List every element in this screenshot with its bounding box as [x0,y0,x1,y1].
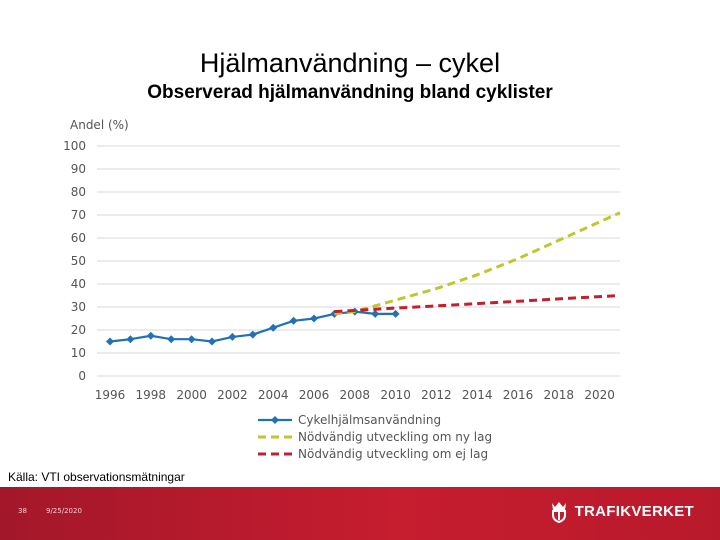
x-tick-label: 2008 [340,388,371,402]
x-tick-label: 1998 [136,388,167,402]
data-point [391,309,400,318]
slide-title: Hjälmanvändning – cykel [199,48,501,78]
y-tick-label: 80 [71,185,86,199]
x-tick-label: 2014 [462,388,493,402]
legend-label-1: Nödvändig utveckling om ny lag [298,430,492,444]
x-tick-label: 2004 [258,388,289,402]
x-tick-label: 2016 [503,388,534,402]
data-point [371,309,380,318]
y-tick-label: 20 [71,323,86,337]
legend-marker-0 [271,416,279,424]
page-number: 38 [18,507,27,515]
data-point [208,337,216,346]
series-line-2 [334,294,621,314]
slide-subtitle: Observerad hjälmanvändning bland cyklist… [147,82,553,103]
data-point [269,323,278,332]
x-tick-label: 2020 [584,388,615,402]
data-point [146,331,155,340]
y-tick-label: 10 [71,346,86,360]
data-point [228,332,237,341]
series-line-1 [334,211,621,316]
crown-shield-icon [551,502,566,523]
y-tick-label: 30 [71,300,86,314]
legend-label-0: Cykelhjälmsanvändning [298,413,441,427]
legend-label-2: Nödvändig utveckling om ej lag [298,447,488,461]
data-point [248,330,257,339]
data-point [106,337,114,346]
x-tick-label: 2010 [380,388,411,402]
x-tick-label: 2018 [544,388,575,402]
y-tick-label: 70 [71,208,86,222]
y-tick-label: 100 [63,139,86,153]
footer-band: 38 9/25/2020 TRAFIKVERKET [0,487,720,540]
brand-name: TRAFIKVERKET [574,502,694,520]
y-tick-label: 40 [71,277,86,291]
y-axis-title: Andel (%) [70,118,129,132]
line-chart: Andel (%) 0 10 20 30 40 50 60 70 80 90 100 1996 1998 2… [63,118,621,461]
data-point [289,316,298,325]
x-tick-label: 2000 [176,388,207,402]
x-tick-label: 2012 [421,388,452,402]
x-tick-label: 1996 [95,388,126,402]
footer-date: 9/25/2020 [46,507,82,515]
brand-logo: TRAFIKVERKET [547,499,694,523]
y-tick-label: 90 [71,162,86,176]
y-tick-label: 0 [78,369,86,383]
data-point [310,314,318,323]
y-tick-label: 60 [71,231,86,245]
data-point [126,335,135,344]
y-tick-label: 50 [71,254,86,268]
source-note: Källa: VTI observationsmätningar [8,470,185,484]
x-tick-label: 2002 [217,388,248,402]
data-point [167,335,176,344]
data-point [187,335,196,344]
x-tick-label: 2006 [299,388,330,402]
